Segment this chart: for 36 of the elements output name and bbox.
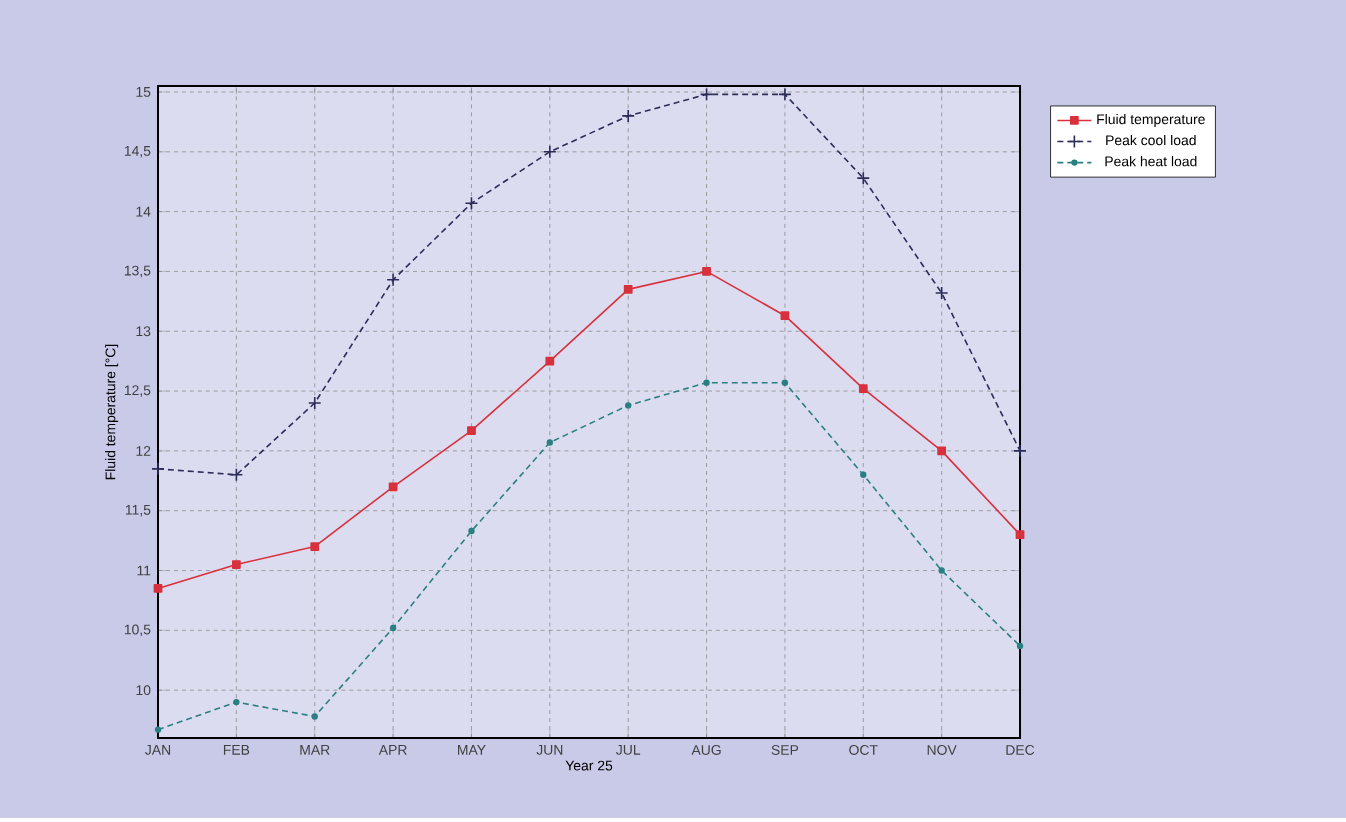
- point: [778, 87, 792, 102]
- point: [229, 468, 244, 482]
- point: [468, 527, 475, 535]
- point: [388, 482, 398, 492]
- point: [151, 462, 165, 476]
- point: [464, 196, 479, 211]
- point: [1015, 530, 1025, 540]
- point: [153, 584, 163, 593]
- point: [386, 273, 400, 287]
- point: [780, 311, 790, 321]
- point: [1013, 444, 1027, 458]
- point: [858, 384, 868, 394]
- point: [856, 171, 871, 185]
- point: [231, 560, 241, 569]
- point: [623, 284, 633, 294]
- point: [860, 471, 867, 478]
- point: [389, 624, 397, 632]
- point: [625, 402, 632, 409]
- point: [781, 379, 789, 386]
- point: [546, 439, 554, 446]
- point: [1016, 642, 1024, 650]
- point: [938, 567, 945, 574]
- point: [545, 356, 555, 366]
- point: [937, 446, 947, 456]
- point: [311, 713, 318, 720]
- point: [154, 726, 162, 733]
- point: [703, 379, 710, 386]
- point: [934, 286, 949, 300]
- point: [310, 542, 320, 551]
- point: [233, 698, 240, 706]
- point: [702, 267, 711, 276]
- point: [307, 396, 322, 410]
- point: [621, 109, 635, 123]
- point: [699, 87, 714, 102]
- point: [467, 426, 476, 435]
- point: [543, 145, 557, 159]
